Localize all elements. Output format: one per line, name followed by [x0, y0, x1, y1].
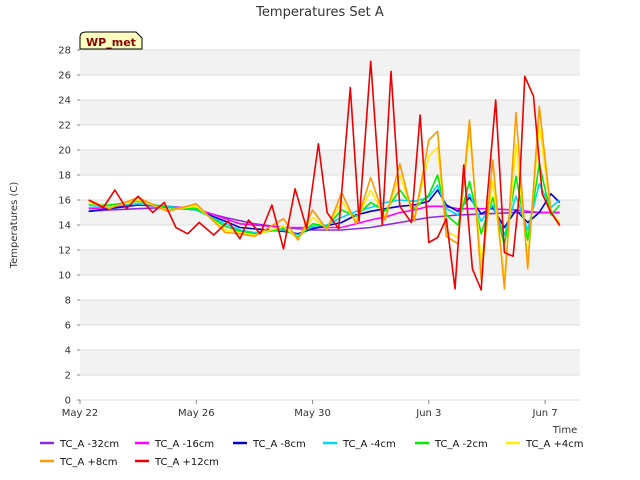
- badge-label: WP_met: [86, 36, 136, 49]
- x-tick-label: May 22: [62, 408, 99, 419]
- wp-met-badge: WP_met: [79, 31, 143, 50]
- legend-item-tc-a-8cm: TC_A -8cm: [233, 439, 306, 450]
- legend-label: TC_A +4cm: [525, 439, 584, 450]
- legend-label: TC_A -32cm: [59, 439, 119, 450]
- legend: TC_A -32cm TC_A -16cm TC_A -8cm TC_A -4cm TC…: [40, 439, 584, 468]
- y-tick-label: 28: [58, 46, 71, 57]
- x-axis-title: Time: [552, 425, 577, 436]
- x-tick-label: Jun 7: [532, 408, 558, 419]
- x-tick-label: May 30: [294, 408, 331, 419]
- chart-title: Temperatures Set A: [255, 5, 384, 20]
- grid-band: [80, 150, 580, 175]
- legend-label: TC_A +8cm: [59, 457, 118, 468]
- y-tick-label: 22: [58, 121, 71, 132]
- y-tick-label: 16: [58, 196, 71, 207]
- grid-band: [80, 350, 580, 375]
- y-tick-label: 26: [58, 71, 71, 82]
- legend-item-tc-a-4cm: TC_A +4cm: [506, 439, 584, 450]
- series-line-tc-a-12cm: [88, 60, 561, 291]
- y-tick-label: 10: [58, 271, 71, 282]
- x-tick-label: May 26: [178, 408, 215, 419]
- y-tick-label: 0: [65, 396, 71, 407]
- grid-band: [80, 250, 580, 275]
- series-lines: [88, 60, 561, 291]
- y-axis-title: Temperatures (C): [9, 182, 20, 270]
- y-tick-label: 8: [65, 296, 71, 307]
- y-tick-label: 18: [58, 171, 71, 182]
- y-tick-label: 2: [65, 371, 71, 382]
- legend-label: TC_A -2cm: [434, 439, 488, 450]
- x-tick-label: Jun 3: [415, 408, 441, 419]
- legend-label: TC_A +12cm: [154, 457, 219, 468]
- legend-item-tc-a-12cm: TC_A +12cm: [135, 457, 219, 468]
- grid-band: [80, 50, 580, 75]
- legend-item-tc-a-16cm: TC_A -16cm: [135, 439, 214, 450]
- legend-item-tc-a-32cm: TC_A -32cm: [40, 439, 119, 450]
- legend-label: TC_A -16cm: [154, 439, 214, 450]
- y-tick-label: 14: [58, 221, 71, 232]
- legend-item-tc-a-4cm: TC_A -4cm: [323, 439, 396, 450]
- y-tick-label: 20: [58, 146, 71, 157]
- legend-label: TC_A -4cm: [342, 439, 396, 450]
- grid-band: [80, 300, 580, 325]
- x-axis-ticks: May 22 May 26 May 30 Jun 3 Jun 7: [62, 400, 558, 419]
- grid-band: [80, 100, 580, 125]
- y-tick-label: 24: [58, 96, 71, 107]
- legend-item-tc-a-2cm: TC_A -2cm: [415, 439, 488, 450]
- badge-shape: [79, 31, 143, 50]
- legend-label: TC_A -8cm: [252, 439, 306, 450]
- series-line-tc-a-8cm: [88, 189, 561, 235]
- y-tick-label: 6: [65, 321, 71, 332]
- legend-item-tc-a-8cm: TC_A +8cm: [40, 457, 118, 468]
- series-line-tc-a-8cm: [88, 105, 561, 290]
- y-tick-label: 4: [65, 346, 71, 357]
- y-tick-label: 12: [58, 246, 71, 257]
